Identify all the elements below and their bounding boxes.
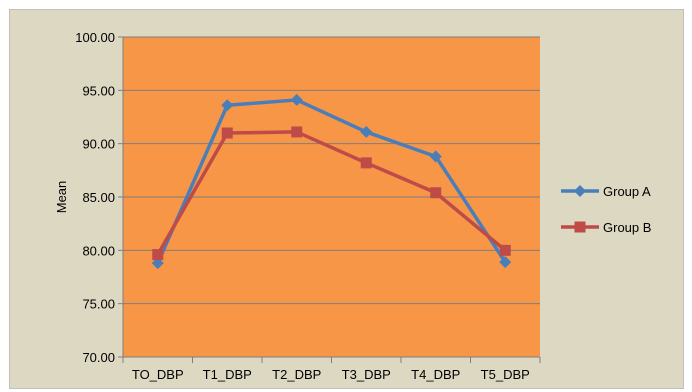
group-b-line <box>156 130 507 256</box>
group-a-point <box>360 125 373 138</box>
group-b-point <box>430 187 442 199</box>
x-tick-label: T2_DBP <box>272 367 321 382</box>
x-tick-label: T5_DBP <box>481 367 530 382</box>
x-tick-label: TO_DBP <box>132 367 184 382</box>
group-a-line <box>156 98 507 264</box>
group-a-point <box>290 93 303 106</box>
legend-swatch-marker <box>574 185 586 197</box>
y-axis-title: Mean <box>54 181 69 214</box>
group-b-point <box>291 126 303 138</box>
y-tick-label: 70.00 <box>82 350 115 365</box>
group-a-point <box>499 256 512 269</box>
y-tick-label: 85.00 <box>82 190 115 205</box>
group-b-point <box>152 249 164 261</box>
y-tick-label: 95.00 <box>82 83 115 98</box>
legend-swatch-marker <box>574 221 586 233</box>
x-tick-label: T4_DBP <box>411 367 460 382</box>
group-a-point <box>429 150 442 163</box>
y-tick-label: 80.00 <box>82 243 115 258</box>
x-tick-label: T1_DBP <box>203 367 252 382</box>
legend-label: Group B <box>603 220 651 235</box>
y-tick-label: 100.00 <box>75 30 115 45</box>
y-tick-label: 90.00 <box>82 137 115 152</box>
group-b-point <box>221 127 233 139</box>
legend-label: Group A <box>603 184 651 199</box>
x-tick-label: T3_DBP <box>342 367 391 382</box>
y-tick-label: 75.00 <box>82 297 115 312</box>
group-b-point <box>499 244 511 256</box>
group-b-point <box>360 157 372 169</box>
group-a-point <box>151 257 164 270</box>
group-a-point <box>221 99 234 112</box>
